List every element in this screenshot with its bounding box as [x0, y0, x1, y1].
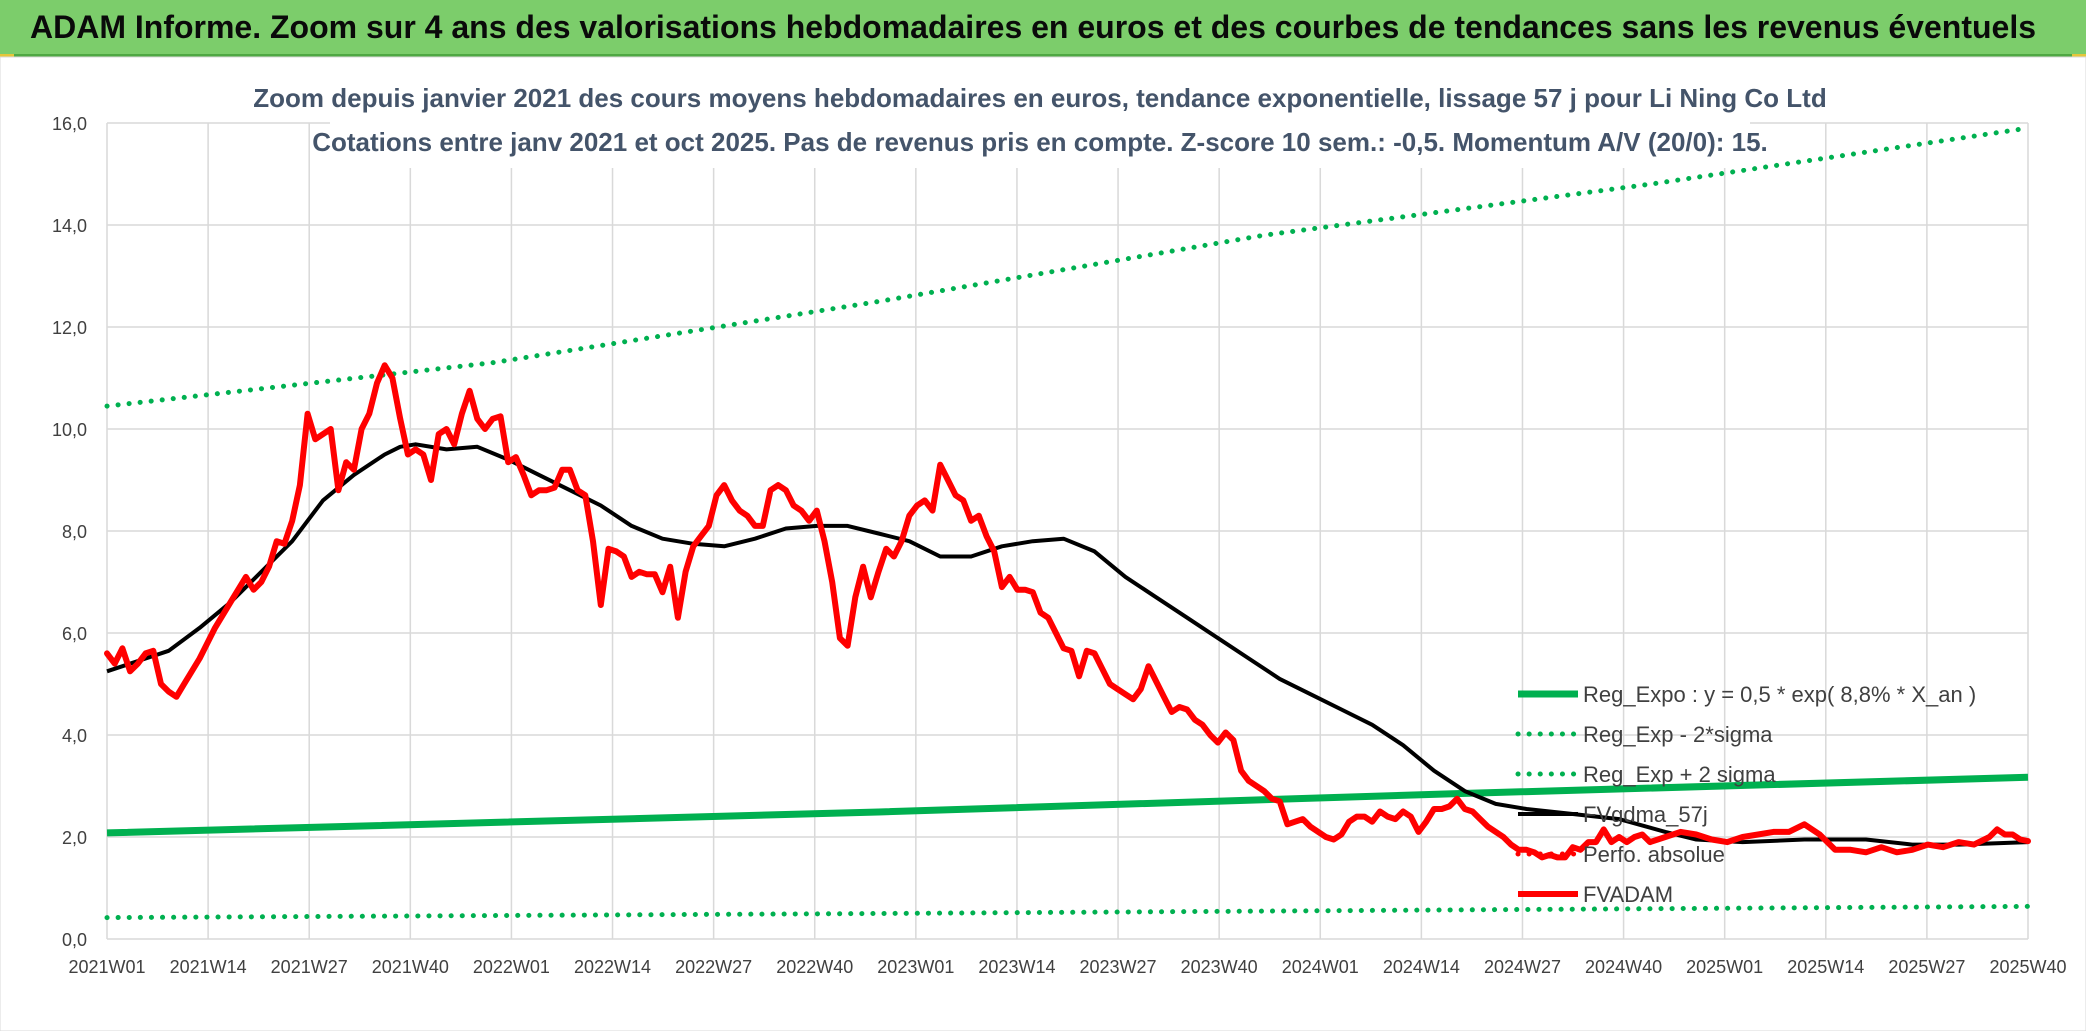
- x-tick-label: 2022W14: [574, 957, 651, 977]
- y-tick-label: 4,0: [62, 726, 87, 746]
- x-tick-label: 2022W01: [473, 957, 550, 977]
- legend-label: Reg_Exp - 2*sigma: [1583, 722, 1773, 747]
- x-tick-label: 2023W01: [877, 957, 954, 977]
- y-tick-label: 10,0: [52, 420, 87, 440]
- y-tick-label: 8,0: [62, 522, 87, 542]
- x-tick-label: 2025W40: [1989, 957, 2066, 977]
- report-banner: ADAM Informe. Zoom sur 4 ans des valoris…: [0, 0, 2086, 57]
- x-tick-label: 2024W14: [1383, 957, 1460, 977]
- x-tick-label: 2024W40: [1585, 957, 1662, 977]
- legend-label: Reg_Expo : y = 0,5 * exp( 8,8% * X_an ): [1583, 682, 1976, 707]
- chart-title: Zoom depuis janvier 2021 des cours moyen…: [253, 83, 1826, 113]
- legend: Reg_Expo : y = 0,5 * exp( 8,8% * X_an ) R…: [1515, 682, 1976, 907]
- x-tick-label: 2025W14: [1787, 957, 1864, 977]
- legend-label: Perfo. absolue: [1583, 842, 1725, 867]
- x-tick-label: 2021W40: [372, 957, 449, 977]
- y-tick-label: 2,0: [62, 828, 87, 848]
- grid: [106, 122, 2029, 940]
- legend-label: FVADAM: [1583, 882, 1673, 907]
- x-tick-label: 2022W27: [675, 957, 752, 977]
- x-tick-label: 2022W40: [776, 957, 853, 977]
- chart-subtitle: Cotations entre janv 2021 et oct 2025. P…: [312, 127, 1768, 157]
- series-layer: [104, 125, 2031, 921]
- x-tick-label: 2025W01: [1686, 957, 1763, 977]
- legend-label: Reg_Exp + 2 sigma: [1583, 762, 1776, 787]
- x-tick-label: 2021W01: [68, 957, 145, 977]
- y-tick-label: 0,0: [62, 930, 87, 950]
- y-tick-label: 14,0: [52, 216, 87, 236]
- series-line: [104, 125, 2031, 409]
- y-tick-label: 12,0: [52, 318, 87, 338]
- x-tick-label: 2023W27: [1080, 957, 1157, 977]
- series-line: [106, 773, 2029, 837]
- x-tick-label: 2021W14: [170, 957, 247, 977]
- x-tick-label: 2021W27: [271, 957, 348, 977]
- x-tick-label: 2024W27: [1484, 957, 1561, 977]
- legend-label: FVgdma_57j: [1583, 802, 1708, 827]
- series-line: [104, 362, 2031, 861]
- y-tick-label: 16,0: [52, 114, 87, 134]
- x-tick-label: 2025W27: [1888, 957, 1965, 977]
- y-tick-label: 6,0: [62, 624, 87, 644]
- title-backdrop: [330, 78, 1750, 168]
- report-title: ADAM Informe. Zoom sur 4 ans des valoris…: [30, 9, 2036, 45]
- series-line: [106, 442, 2029, 847]
- x-tick-label: 2023W40: [1181, 957, 1258, 977]
- x-tick-label: 2024W01: [1282, 957, 1359, 977]
- x-tick-label: 2023W14: [978, 957, 1055, 977]
- axes: 0,0 2,0 4,0 6,0 8,0 10,0 12,0 14,0 16,0 2021W01 20…: [52, 114, 2067, 977]
